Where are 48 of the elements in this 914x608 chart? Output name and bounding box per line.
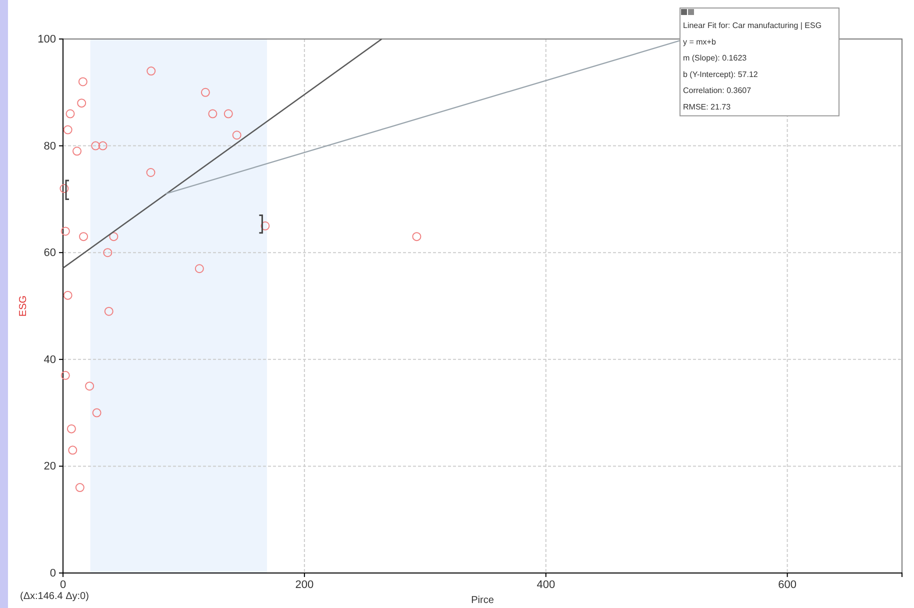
point [79, 232, 88, 242]
annotation: Correlation: 0.3607 [683, 86, 752, 96]
point [85, 382, 94, 391]
point [92, 408, 102, 418]
point [200, 88, 210, 97]
y-tick-label: 40 [44, 354, 56, 366]
point [194, 264, 204, 274]
point [103, 248, 112, 258]
point [98, 141, 108, 150]
annotation: m (Slope): 0.1623 [683, 54, 748, 63]
point [75, 483, 84, 492]
text: (Δx:146.4 Δy:0) [20, 591, 89, 602]
y-tick-label: 80 [44, 140, 56, 152]
point [78, 77, 88, 86]
point [412, 232, 422, 242]
annotation: y = mx+b [683, 37, 716, 46]
point [208, 109, 218, 118]
point [60, 226, 70, 236]
point [104, 306, 114, 316]
point [232, 130, 242, 140]
x-axis-title: Pirce [471, 595, 494, 606]
y-tick-label: 100 [38, 34, 56, 46]
x-tick-label: 600 [778, 578, 796, 591]
point [68, 446, 78, 455]
point [63, 125, 72, 134]
point [260, 221, 270, 230]
point [72, 146, 82, 156]
point [91, 141, 100, 150]
y-axis-title: ESG [18, 295, 29, 317]
y-tick-label: 0 [50, 568, 56, 580]
annotation: b (Y-Intercept): 57.12 [683, 70, 758, 79]
text: Linear Fit for: Car manufacturing | ESG [683, 21, 822, 30]
point [66, 109, 75, 118]
point [60, 184, 69, 194]
point [60, 370, 70, 380]
x-tick-label: 400 [536, 578, 556, 591]
point [77, 98, 86, 108]
x-tick-label: 200 [295, 578, 314, 591]
y-tick-label: 20 [44, 460, 56, 473]
x-tick-label: 0 [60, 578, 66, 591]
point [109, 232, 118, 242]
point [146, 168, 156, 177]
point [146, 66, 156, 76]
point [224, 109, 233, 118]
point [66, 424, 76, 434]
y-tick-label: 60 [44, 247, 56, 260]
point [63, 290, 72, 300]
annotation: RMSE: 21.73 [683, 102, 732, 112]
